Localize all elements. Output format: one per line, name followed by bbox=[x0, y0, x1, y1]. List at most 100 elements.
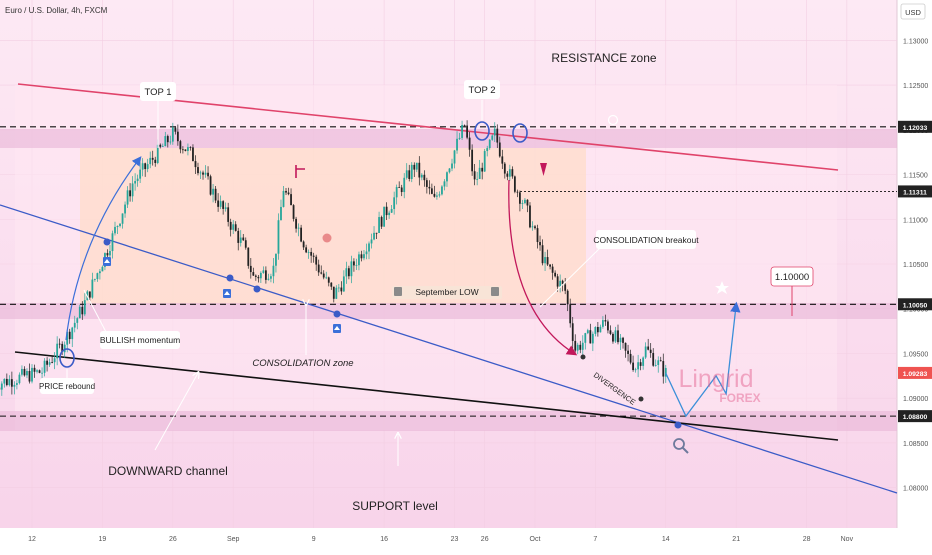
touch-point bbox=[254, 286, 261, 293]
candle-body bbox=[376, 233, 378, 234]
candle-body bbox=[381, 217, 383, 227]
candle-body bbox=[577, 345, 579, 351]
candle-body bbox=[368, 243, 370, 251]
candle-body bbox=[293, 205, 295, 219]
candle-body bbox=[652, 353, 654, 366]
touch-point bbox=[581, 355, 586, 360]
candle-body bbox=[205, 173, 207, 175]
downward-channel-label: DOWNWARD channel bbox=[108, 464, 228, 478]
candle-body bbox=[524, 200, 526, 203]
candle-body bbox=[41, 373, 43, 374]
candle-body bbox=[310, 252, 312, 256]
candle-body bbox=[13, 385, 15, 387]
price-tick-label: 1.12500 bbox=[903, 83, 928, 90]
candle-body bbox=[102, 267, 104, 271]
candle-body bbox=[280, 207, 282, 220]
candle-body bbox=[353, 261, 355, 265]
candle-body bbox=[391, 209, 393, 213]
candle-body bbox=[607, 321, 609, 330]
candle-body bbox=[247, 248, 249, 266]
candle-body bbox=[262, 270, 264, 273]
candle-body bbox=[373, 233, 375, 240]
candle-body bbox=[245, 240, 247, 247]
candle-body bbox=[446, 172, 448, 181]
candle-body bbox=[197, 167, 199, 173]
candle-body bbox=[589, 330, 591, 343]
candle-body bbox=[162, 146, 164, 147]
time-tick-label: 12 bbox=[28, 536, 36, 543]
time-tick-label: Oct bbox=[530, 536, 541, 543]
candle-body bbox=[69, 332, 71, 339]
candle-body bbox=[210, 176, 212, 194]
time-tick-label: 19 bbox=[99, 536, 107, 543]
candle-body bbox=[51, 362, 53, 363]
candle-body bbox=[630, 354, 632, 363]
candle-body bbox=[617, 330, 619, 342]
candle-body bbox=[552, 267, 554, 273]
consolidation-floor-zone bbox=[0, 303, 897, 319]
candle-body bbox=[81, 307, 83, 314]
candle-body bbox=[187, 147, 189, 151]
candle-body bbox=[444, 181, 446, 186]
price-tick-label: 1.08000 bbox=[903, 486, 928, 493]
candle-body bbox=[31, 368, 33, 382]
candle-body bbox=[559, 281, 561, 287]
candle-body bbox=[303, 242, 305, 248]
candle-body bbox=[416, 163, 418, 170]
candle-body bbox=[567, 291, 569, 305]
price-tick-label: 1.11000 bbox=[903, 217, 928, 224]
candle-body bbox=[612, 334, 614, 342]
candle-body bbox=[283, 191, 285, 207]
candle-body bbox=[496, 129, 498, 143]
candle-body bbox=[273, 266, 275, 276]
candle-body bbox=[29, 371, 31, 381]
candle-body bbox=[202, 173, 204, 175]
candle-body bbox=[436, 196, 438, 197]
candle-body bbox=[592, 334, 594, 344]
candle-body bbox=[620, 338, 622, 342]
candle-body bbox=[185, 149, 187, 151]
candle-body bbox=[602, 320, 604, 327]
candle-body bbox=[227, 207, 229, 222]
candle-body bbox=[217, 200, 219, 206]
candle-body bbox=[423, 175, 425, 180]
candle-body bbox=[328, 277, 330, 282]
candle-body bbox=[657, 360, 659, 365]
price-label-text: 1.11311 bbox=[903, 189, 927, 196]
candle-body bbox=[330, 283, 332, 287]
candle-body bbox=[431, 188, 433, 193]
candle-body bbox=[333, 287, 335, 299]
support-level-label: SUPPORT level bbox=[352, 499, 438, 513]
price-tick-label: 1.09000 bbox=[903, 396, 928, 403]
candle-body bbox=[386, 207, 388, 215]
september-low-label: September LOW bbox=[415, 287, 478, 297]
candle-body bbox=[152, 158, 154, 160]
candle-body bbox=[6, 379, 8, 385]
candle-body bbox=[172, 128, 174, 142]
candle-body bbox=[212, 189, 214, 195]
candle-body bbox=[464, 125, 466, 126]
candle-body bbox=[471, 150, 473, 172]
support-zone bbox=[0, 411, 897, 431]
candle-body bbox=[195, 161, 197, 167]
candle-body bbox=[501, 156, 503, 163]
candle-body bbox=[54, 358, 56, 362]
top2-label: TOP 2 bbox=[468, 85, 495, 96]
candle-body bbox=[481, 168, 483, 172]
time-tick-label: 28 bbox=[803, 536, 811, 543]
candle-body bbox=[313, 256, 315, 257]
price-tick-label: 1.13000 bbox=[903, 38, 928, 45]
time-axis-background bbox=[0, 528, 932, 550]
price-tick-label: 1.11500 bbox=[903, 173, 928, 180]
candle-body bbox=[401, 187, 403, 192]
candle-body bbox=[345, 268, 347, 276]
candle-body bbox=[338, 288, 340, 289]
candle-body bbox=[597, 327, 599, 332]
candle-body bbox=[610, 330, 612, 334]
candle-body bbox=[622, 338, 624, 343]
candle-body bbox=[21, 369, 23, 375]
candle-body bbox=[655, 365, 657, 366]
candle-body bbox=[315, 257, 317, 265]
candle-body bbox=[582, 343, 584, 350]
